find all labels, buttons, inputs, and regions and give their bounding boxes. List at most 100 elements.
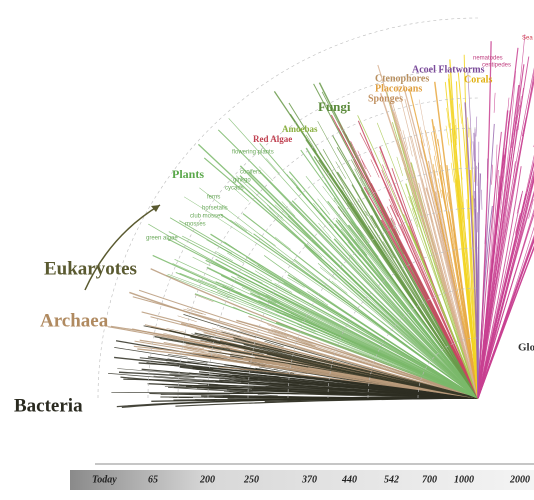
twig bbox=[322, 186, 335, 203]
twig bbox=[413, 170, 420, 191]
fan bbox=[97, 17, 534, 409]
branch bbox=[208, 350, 479, 399]
branch bbox=[477, 235, 534, 399]
twig bbox=[436, 213, 442, 234]
branch bbox=[265, 386, 479, 399]
twig bbox=[449, 122, 453, 143]
twig bbox=[459, 103, 463, 124]
branch bbox=[259, 143, 479, 399]
twig bbox=[257, 295, 277, 304]
twig bbox=[359, 177, 370, 196]
twig bbox=[288, 203, 304, 218]
label: club mosses bbox=[190, 214, 223, 220]
twig bbox=[274, 311, 294, 320]
twig bbox=[264, 340, 284, 348]
twig bbox=[265, 295, 284, 306]
twig bbox=[317, 198, 330, 215]
twig bbox=[403, 141, 410, 161]
twig bbox=[213, 286, 232, 295]
twig bbox=[259, 387, 280, 389]
twig bbox=[476, 165, 478, 186]
label: flowering plants bbox=[232, 150, 274, 156]
twig bbox=[502, 147, 506, 168]
branch bbox=[449, 59, 479, 399]
branch bbox=[404, 98, 479, 399]
twig bbox=[402, 130, 409, 150]
twig bbox=[393, 111, 401, 131]
twig bbox=[166, 361, 187, 365]
branch bbox=[457, 72, 479, 399]
twig bbox=[380, 209, 391, 228]
branch bbox=[293, 277, 479, 399]
branch bbox=[167, 386, 479, 399]
twig bbox=[350, 220, 363, 238]
twig bbox=[353, 160, 363, 179]
branch bbox=[458, 175, 479, 399]
twig bbox=[453, 228, 457, 249]
twig bbox=[319, 267, 336, 280]
twig bbox=[235, 377, 256, 380]
twig bbox=[250, 352, 271, 357]
twig bbox=[324, 182, 337, 200]
branch bbox=[239, 175, 479, 399]
label: mosses bbox=[185, 222, 206, 228]
twig bbox=[475, 116, 478, 137]
twig bbox=[466, 199, 468, 220]
twig bbox=[305, 134, 317, 152]
twig bbox=[460, 203, 464, 224]
timeline-label: 700 bbox=[422, 474, 437, 485]
twig bbox=[184, 344, 204, 350]
twig bbox=[215, 281, 234, 291]
twig bbox=[445, 125, 450, 146]
twig bbox=[232, 337, 253, 344]
label: Archaea bbox=[40, 310, 109, 331]
twig bbox=[277, 388, 298, 390]
twig bbox=[287, 277, 305, 288]
twig bbox=[381, 234, 393, 253]
twig bbox=[200, 340, 221, 345]
twig bbox=[274, 236, 291, 250]
branch bbox=[194, 332, 479, 399]
twig bbox=[450, 162, 455, 183]
twig bbox=[278, 383, 299, 385]
twig bbox=[311, 293, 329, 306]
branch bbox=[252, 388, 479, 399]
twig bbox=[313, 202, 326, 220]
twig bbox=[365, 210, 377, 229]
branch bbox=[148, 223, 479, 399]
label: Red Algae bbox=[253, 134, 292, 144]
twig bbox=[229, 373, 250, 376]
twig bbox=[174, 376, 195, 379]
twig bbox=[440, 164, 445, 185]
twig bbox=[288, 382, 309, 386]
twig bbox=[408, 172, 416, 192]
twig bbox=[233, 306, 252, 316]
branch bbox=[172, 263, 479, 399]
twig bbox=[280, 399, 301, 402]
twig bbox=[221, 331, 241, 338]
twig bbox=[224, 241, 242, 254]
twig bbox=[191, 333, 212, 339]
twig bbox=[230, 352, 251, 358]
twig bbox=[187, 360, 208, 364]
twig bbox=[216, 357, 236, 362]
twig bbox=[437, 178, 443, 199]
twig bbox=[319, 152, 331, 170]
twig bbox=[331, 172, 345, 190]
branch bbox=[203, 157, 479, 399]
branch bbox=[291, 200, 479, 399]
twig bbox=[438, 191, 443, 211]
twig bbox=[417, 240, 425, 260]
branch bbox=[418, 182, 479, 399]
twig bbox=[396, 156, 404, 177]
twig bbox=[446, 192, 452, 212]
twig bbox=[473, 198, 476, 219]
twig bbox=[455, 125, 457, 146]
branch bbox=[334, 223, 479, 399]
label: Fungi bbox=[318, 99, 351, 114]
twig bbox=[331, 280, 348, 294]
twig bbox=[188, 372, 209, 375]
twig bbox=[236, 331, 257, 339]
timeline-bar bbox=[70, 470, 534, 490]
